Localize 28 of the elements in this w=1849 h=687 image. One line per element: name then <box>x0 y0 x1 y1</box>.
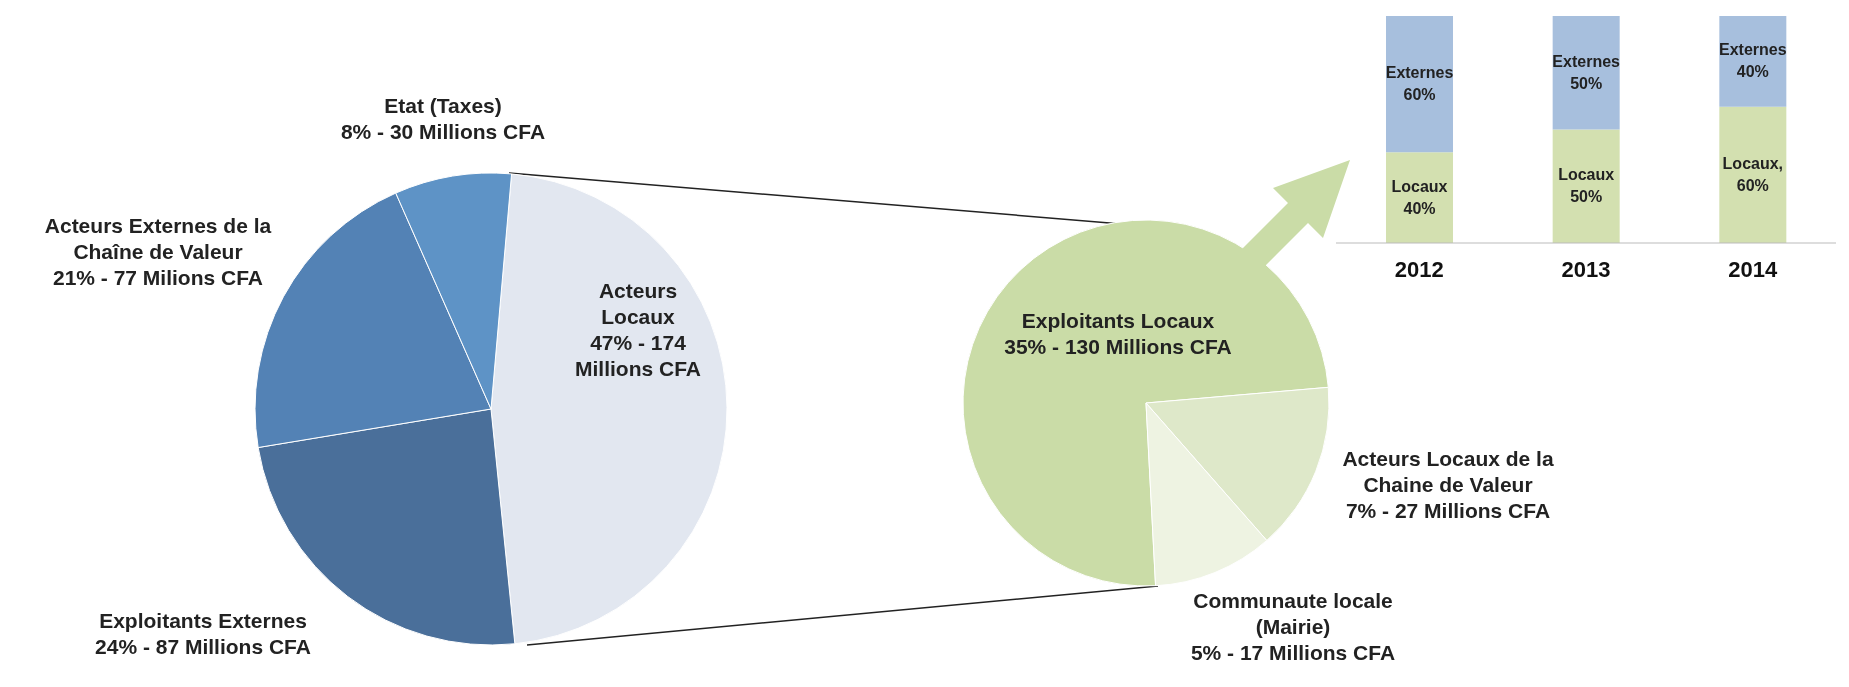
slice-label: Acteurs Locaux <box>597 278 679 330</box>
bar <box>1552 16 1620 130</box>
data-label: 5% - 17 Millions CFA <box>1189 640 1397 666</box>
data-label: 47% - 174 Millions CFA <box>574 330 702 382</box>
data-label: Externes 40% <box>1719 41 1787 81</box>
slice-label: Exploitants Locaux <box>1020 308 1216 334</box>
slice-label: Communaute locale (Mairie) <box>1192 588 1394 640</box>
bar <box>1386 16 1453 153</box>
data-label: 8% - 30 Millions CFA <box>339 119 547 145</box>
x-tick-label: 2013 <box>1561 256 1611 282</box>
data-label: 35% - 130 Millions CFA <box>1003 334 1233 360</box>
data-label: 7% - 27 Millions CFA <box>1344 498 1552 524</box>
data-label: Locaux 50% <box>1558 166 1615 206</box>
bar <box>1552 129 1620 243</box>
x-tick-label: 2014 <box>1728 256 1778 282</box>
pie-slice <box>962 219 1329 587</box>
slice-label: Exploitants Externes <box>98 608 308 634</box>
data-label: Externes 50% <box>1552 52 1621 92</box>
slice-label: Acteurs Externes de la Chaîne de Valeur <box>43 213 273 265</box>
bar <box>1719 106 1787 243</box>
data-label: Externes 60% <box>1385 64 1454 104</box>
data-label: Locaux, 60% <box>1722 155 1784 195</box>
slice-label: Etat (Taxes) <box>383 93 503 119</box>
data-label: 21% - 77 Milions CFA <box>51 265 265 291</box>
data-label: Locaux 40% <box>1391 177 1448 217</box>
data-label: 24% - 87 Millions CFA <box>94 634 312 660</box>
x-tick-label: 2012 <box>1394 256 1444 282</box>
slice-label: Acteurs Locaux de la Chaine de Valeur <box>1341 446 1555 498</box>
